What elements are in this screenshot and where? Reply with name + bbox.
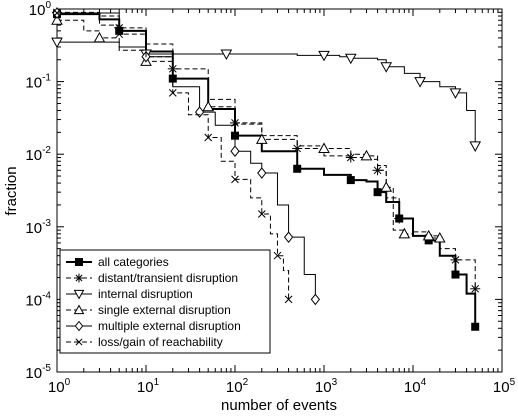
y-tick-label: 10-3 xyxy=(25,218,51,237)
legend-item: multiple external disruption xyxy=(66,319,241,333)
data-point-x xyxy=(53,9,61,17)
data-point-x xyxy=(168,88,177,97)
data-point-square xyxy=(451,270,460,279)
y-tick-label: 10-2 xyxy=(25,145,51,164)
data-point-asterisk xyxy=(394,213,405,224)
data-point-x xyxy=(257,210,266,218)
data-point-x xyxy=(115,30,124,39)
x-tick-label: 101 xyxy=(137,377,160,396)
series-3 xyxy=(51,14,446,243)
data-point-asterisk xyxy=(470,283,481,294)
legend-box xyxy=(59,249,271,354)
legend-item: single external disruption xyxy=(66,303,231,317)
data-point-triangle-up xyxy=(93,31,106,43)
x-tick-label: 100 xyxy=(48,377,71,396)
data-point-triangle-down xyxy=(414,77,426,88)
series-line xyxy=(57,41,476,146)
data-point-triangle-up xyxy=(360,149,373,161)
data-point-x xyxy=(273,251,282,260)
data-point-triangle-up xyxy=(73,304,85,315)
y-axis-label: fraction xyxy=(3,166,20,215)
data-point-x xyxy=(284,295,293,304)
legend-item: distant/transient disruption xyxy=(66,271,238,285)
data-point-square xyxy=(373,188,382,197)
series-5 xyxy=(53,9,293,304)
data-point-asterisk xyxy=(450,254,461,265)
data-point-triangle-up xyxy=(380,181,393,192)
legend-label: single external disruption xyxy=(98,303,231,317)
series-layer xyxy=(51,7,482,331)
x-tick-label: 103 xyxy=(315,377,338,396)
legend: all categories distant/transient disrupti… xyxy=(59,249,271,354)
data-point-triangle-down xyxy=(380,62,393,73)
data-point-square xyxy=(346,176,355,185)
legend-item: all categories xyxy=(66,255,169,269)
data-point-diamond xyxy=(310,293,321,306)
data-point-triangle-down xyxy=(51,37,63,49)
data-point-diamond xyxy=(74,320,84,332)
plot-frame xyxy=(56,8,503,373)
y-tick-label: 10-5 xyxy=(25,363,51,382)
data-point-x xyxy=(231,175,239,184)
legend-label: multiple external disruption xyxy=(98,319,241,333)
data-point-asterisk xyxy=(74,273,84,283)
data-point-triangle-down xyxy=(73,289,85,300)
y-tick-label: 10-1 xyxy=(25,73,51,92)
data-point-x xyxy=(204,133,213,142)
y-tick-label: 10-4 xyxy=(25,290,51,309)
data-point-triangle-down xyxy=(344,53,357,65)
data-point-square xyxy=(471,322,480,331)
data-point-triangle-up xyxy=(255,133,268,144)
x-tick-label: 102 xyxy=(226,377,249,396)
data-point-triangle-up xyxy=(202,100,215,112)
data-point-x xyxy=(75,338,83,346)
data-point-square xyxy=(75,258,83,266)
y-tick-label: 100 xyxy=(29,0,52,19)
data-point-triangle-down xyxy=(469,141,482,152)
x-tick-label: 105 xyxy=(493,377,516,396)
x-tick-label: 104 xyxy=(404,377,427,396)
legend-item: loss/gain of reachability xyxy=(66,335,223,349)
data-point-triangle-up xyxy=(422,229,435,241)
tick-labels: 100 101 102 103 104 105 10-5 10-4 10-3 10-2 10-1 10… xyxy=(25,0,515,396)
legend-item: internal disruption xyxy=(66,287,193,301)
series-line xyxy=(57,12,290,300)
data-point-triangle-down xyxy=(220,49,233,61)
data-point-triangle-up xyxy=(433,232,446,243)
data-point-diamond xyxy=(230,145,240,157)
legend-label: loss/gain of reachability xyxy=(98,335,223,349)
data-point-diamond xyxy=(257,167,267,179)
legend-label: distant/transient disruption xyxy=(98,271,238,285)
data-point-triangle-up xyxy=(318,142,330,153)
legend-label: internal disruption xyxy=(98,287,193,301)
data-point-diamond xyxy=(194,106,205,118)
data-point-diamond xyxy=(283,231,294,243)
data-point-square xyxy=(293,164,302,173)
data-point-triangle-down xyxy=(449,88,462,99)
data-point-asterisk xyxy=(372,165,383,176)
data-point-triangle-up xyxy=(51,14,63,25)
legend-label: all categories xyxy=(98,255,169,269)
series-2 xyxy=(51,37,482,152)
x-axis-label: number of events xyxy=(221,397,337,414)
series-line xyxy=(57,19,441,239)
data-point-triangle-down xyxy=(318,50,330,62)
data-point-triangle-up xyxy=(398,227,411,239)
